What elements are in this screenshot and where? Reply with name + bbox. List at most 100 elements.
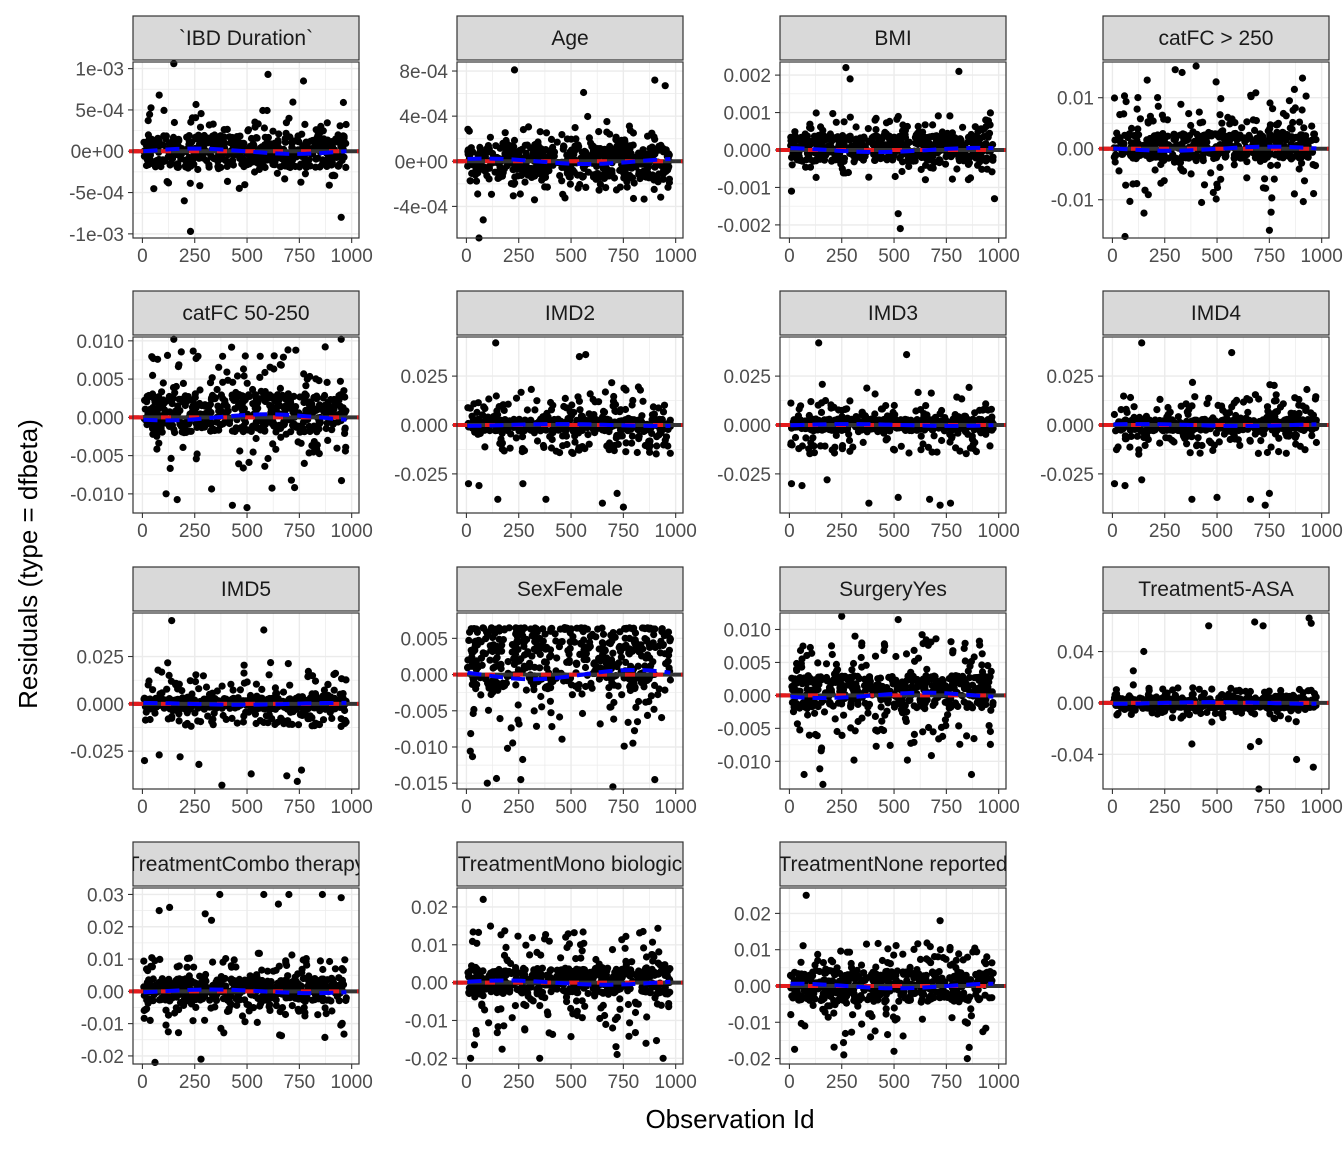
data-point	[149, 371, 157, 379]
data-point	[177, 348, 185, 356]
data-point	[222, 156, 230, 165]
data-point	[209, 715, 217, 723]
data-point	[211, 131, 219, 139]
data-point	[278, 155, 286, 163]
data-point	[277, 361, 285, 369]
data-point	[1298, 106, 1306, 114]
data-point	[628, 164, 636, 172]
data-point	[510, 66, 519, 74]
data-point	[1187, 121, 1195, 130]
y-tick-label: -0.025	[717, 465, 771, 486]
data-point	[220, 139, 228, 147]
data-point	[243, 504, 251, 512]
data-point	[655, 146, 663, 154]
data-point	[329, 420, 337, 428]
data-point	[315, 450, 323, 458]
data-point	[1198, 198, 1206, 207]
y-tick-label: -4e-04	[393, 197, 448, 218]
data-point	[1259, 184, 1267, 192]
data-point	[264, 70, 272, 78]
x-tick-label: 1000	[1301, 246, 1343, 267]
data-point	[1227, 133, 1235, 142]
data-point	[941, 160, 950, 168]
data-point	[571, 124, 579, 132]
data-point	[835, 406, 843, 414]
data-point	[270, 352, 278, 360]
data-point	[621, 138, 629, 146]
x-tick-label: 250	[1149, 246, 1181, 267]
data-point	[1215, 133, 1223, 141]
data-point	[205, 163, 213, 171]
data-point	[228, 501, 236, 509]
data-point	[294, 438, 302, 446]
data-point	[1191, 393, 1199, 401]
data-point	[1194, 434, 1202, 442]
data-point	[821, 397, 830, 405]
data-point	[175, 395, 183, 403]
data-point	[955, 154, 963, 162]
data-point	[891, 172, 899, 181]
data-point	[863, 384, 871, 392]
data-point	[311, 677, 320, 685]
data-point	[516, 190, 524, 198]
data-point	[565, 167, 573, 175]
data-point	[1310, 190, 1318, 198]
data-point	[312, 375, 320, 383]
data-point	[871, 390, 879, 398]
data-point	[186, 677, 194, 685]
data-point	[938, 436, 946, 445]
data-point	[596, 180, 605, 188]
data-point	[274, 391, 282, 399]
data-point	[284, 660, 292, 668]
data-point	[223, 162, 231, 170]
data-point	[333, 444, 341, 452]
data-point	[1196, 449, 1204, 457]
y-tick-label: 0.002	[723, 66, 771, 87]
data-point	[249, 385, 257, 394]
data-point	[890, 133, 898, 141]
data-point	[166, 464, 174, 472]
data-point	[1311, 162, 1320, 170]
data-point	[531, 141, 539, 149]
data-point	[241, 352, 249, 360]
data-point	[538, 176, 546, 184]
data-point	[820, 156, 829, 164]
data-point	[953, 165, 961, 173]
data-point	[475, 482, 483, 490]
data-point	[865, 173, 873, 181]
y-tick-label: 4e-04	[399, 107, 448, 128]
data-point	[914, 122, 922, 130]
data-point	[501, 129, 509, 137]
data-point	[181, 392, 189, 400]
x-tick-label: 0	[784, 246, 795, 267]
data-point	[500, 165, 508, 173]
data-point	[323, 119, 331, 127]
data-point	[220, 133, 228, 141]
data-point	[1143, 426, 1151, 435]
data-point	[240, 669, 248, 677]
data-point	[617, 153, 625, 161]
data-point	[173, 408, 181, 416]
x-tick-label: 750	[608, 521, 640, 542]
x-tick-label: 0	[461, 246, 472, 267]
data-point	[844, 168, 853, 177]
data-point	[808, 426, 816, 434]
data-point	[1178, 68, 1186, 77]
data-point	[251, 123, 259, 131]
facet-title: `IBD Duration`	[179, 27, 313, 50]
data-point	[1251, 391, 1259, 399]
data-point	[622, 448, 630, 456]
data-point	[249, 448, 257, 456]
data-point	[321, 343, 329, 351]
data-point	[228, 427, 236, 435]
data-point	[1289, 118, 1297, 127]
data-point	[180, 197, 188, 205]
data-point	[160, 132, 168, 140]
data-point	[1177, 164, 1185, 173]
data-point	[219, 394, 227, 403]
data-point	[186, 427, 194, 435]
facet-strip	[1102, 15, 1330, 61]
data-point	[464, 480, 473, 488]
data-point	[894, 112, 902, 121]
